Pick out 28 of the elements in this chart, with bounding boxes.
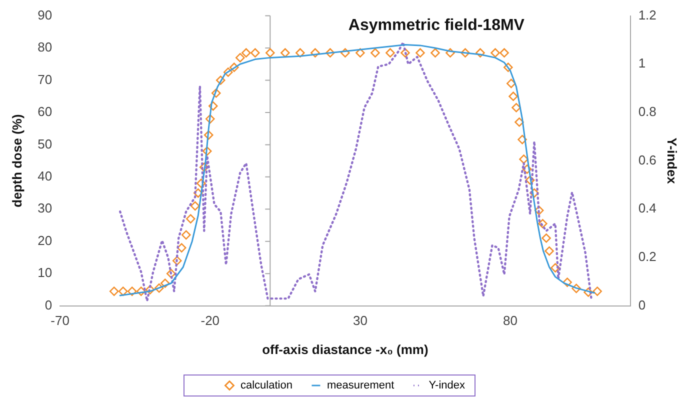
y2-tick-label: 0 [638, 297, 646, 312]
legend-label: measurement [326, 380, 394, 392]
y-tick-label: 40 [38, 168, 52, 184]
y-tick-label: 90 [38, 7, 52, 22]
chart-title: Asymmetric field-18MV [348, 17, 525, 34]
x-axis-title: off-axis diastance -x₀ (mm) [262, 342, 428, 357]
y2-tick-label: 0.6 [638, 152, 656, 168]
y-tick-label: 20 [38, 232, 52, 248]
y2-tick-label: 1 [638, 56, 646, 71]
y2-tick-label: 1.2 [638, 7, 656, 22]
y2-tick-label: 0.4 [638, 200, 656, 216]
y-tick-label: 70 [38, 72, 52, 87]
y2-axis-title: Υ-index [664, 138, 680, 185]
y-tick-label: 80 [38, 40, 52, 55]
x-tick-label: 80 [503, 313, 518, 328]
y-tick-label: 60 [38, 104, 52, 120]
legend-label: calculation [240, 380, 292, 392]
y-axis-title: depth dose (%) [9, 114, 24, 208]
legend-label: Υ-index [428, 380, 466, 392]
x-tick-label: -20 [200, 313, 220, 328]
y-tick-label: 30 [38, 200, 52, 216]
y2-tick-label: 0.8 [638, 104, 656, 120]
y2-tick-label: 0.2 [638, 249, 656, 264]
y-tick-label: 50 [38, 136, 52, 152]
y-tick-label: 10 [38, 265, 52, 280]
y-tick-label: 0 [44, 297, 52, 312]
x-tick-label: 30 [352, 313, 368, 328]
x-tick-label: -70 [50, 313, 70, 328]
